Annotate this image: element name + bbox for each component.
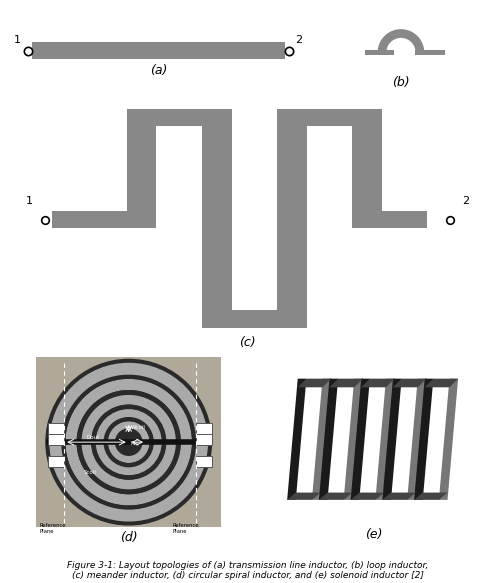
Polygon shape (330, 379, 363, 387)
Bar (277, 108, 382, 126)
Text: Reference
Plane: Reference Plane (39, 523, 66, 534)
Text: Scoil: Scoil (84, 470, 97, 475)
Bar (127, 108, 156, 228)
Polygon shape (382, 379, 401, 500)
Text: (b): (b) (392, 76, 410, 89)
Polygon shape (361, 379, 395, 387)
Polygon shape (378, 29, 424, 52)
Polygon shape (287, 493, 321, 500)
Bar (36, 357, 221, 527)
Polygon shape (344, 379, 363, 500)
Polygon shape (350, 379, 370, 500)
Polygon shape (297, 379, 331, 387)
Polygon shape (382, 493, 416, 500)
Text: Rin: Rin (131, 441, 140, 446)
Text: Reference
Plane: Reference Plane (173, 523, 199, 534)
Bar (127, 108, 232, 126)
Text: Figure 3-1: Layout topologies of (a) transmission line inductor, (b) loop induct: Figure 3-1: Layout topologies of (a) tra… (67, 561, 428, 580)
Polygon shape (312, 379, 331, 500)
Bar (202, 108, 232, 328)
Bar (51, 210, 127, 228)
Text: 1: 1 (14, 35, 21, 45)
Polygon shape (414, 379, 433, 500)
Text: (d): (d) (120, 531, 138, 544)
Text: Wcoil: Wcoil (131, 425, 146, 430)
Polygon shape (425, 379, 458, 387)
Text: (a): (a) (149, 64, 167, 77)
Text: (e): (e) (365, 528, 383, 542)
Text: 1: 1 (25, 196, 32, 206)
Text: (c): (c) (239, 336, 256, 349)
Bar (352, 210, 427, 228)
Polygon shape (393, 379, 426, 387)
Text: 2: 2 (462, 196, 470, 206)
Polygon shape (350, 493, 384, 500)
Bar (364, 50, 395, 55)
Bar (196, 423, 212, 434)
Bar (352, 108, 382, 228)
Bar (415, 50, 450, 55)
Polygon shape (439, 379, 458, 500)
Bar (202, 310, 277, 328)
Text: 2: 2 (296, 35, 302, 45)
Polygon shape (407, 379, 426, 500)
Bar (32, 42, 285, 59)
Bar (196, 456, 212, 467)
Polygon shape (319, 379, 338, 500)
Bar (48, 423, 64, 434)
Circle shape (46, 359, 211, 525)
Polygon shape (375, 379, 395, 500)
Polygon shape (287, 379, 306, 500)
Polygon shape (414, 493, 447, 500)
Bar (277, 108, 307, 328)
Bar (196, 434, 212, 445)
Polygon shape (319, 493, 352, 500)
Bar (48, 434, 64, 445)
Bar (48, 456, 64, 467)
Text: Dout: Dout (86, 436, 99, 440)
